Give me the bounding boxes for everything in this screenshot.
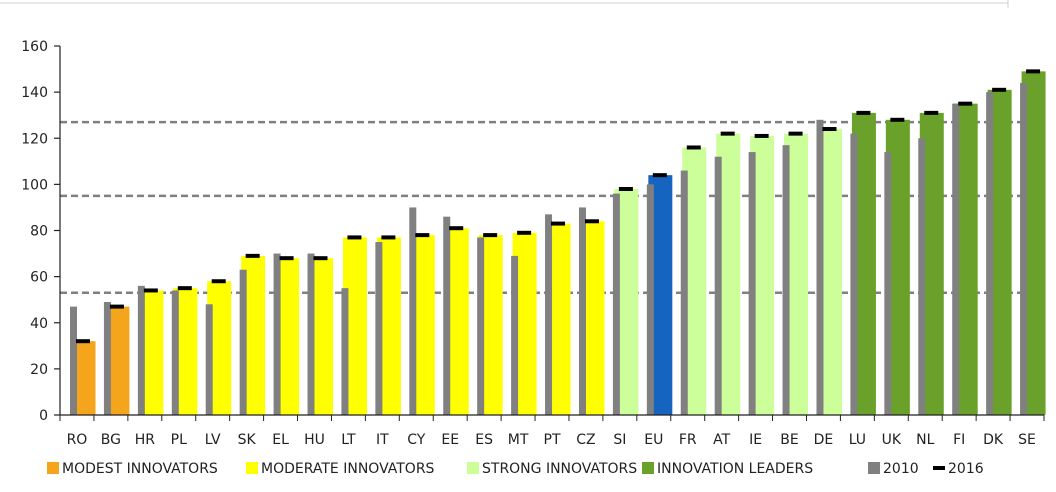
x-tick-label-nl: NL [916,432,934,448]
bar-2010-cz [578,207,586,415]
x-tick-label-pt: PT [544,432,561,448]
y-tick-label-80: 80 [30,224,48,240]
axes: RO BG HR PL LV SK EL HU LT IT CY EE ES MT PT CZ SI EU FR AT… [21,39,1045,448]
x-tick-label-de: DE [814,432,834,448]
bar-2010-si [612,193,620,415]
y-tick-label-20: 20 [30,362,48,378]
x-tick-label-ie: IE [749,432,762,448]
y-tick-label-60: 60 [30,270,48,286]
x-tick-label-it: IT [376,432,389,448]
y-tick-label-160: 160 [21,39,48,55]
x-tick-label-lv: LV [205,432,221,448]
bar-2016-sk [241,255,266,415]
x-tick-label-ro: RO [67,432,88,448]
legend-swatch-moderate [246,462,258,474]
x-tick-label-dk: DK [983,432,1004,448]
x-tick-label-fi: FI [953,432,965,448]
x-tick-label-uk: UK [882,432,902,448]
legend-label-strong: STRONG INNOVATORS [482,461,637,477]
legend-label-y2016: 2016 [948,461,984,477]
bar-2010-hu [307,253,315,415]
x-tick-label-lu: LU [849,432,866,448]
bar-2010-uk [884,152,892,415]
bar-2010-cy [409,207,417,415]
x-tick-label-ee: EE [441,432,459,448]
bar-2010-pt [545,214,553,415]
bar-2010-ee [443,216,451,415]
x-tick-label-eu: EU [644,432,663,448]
bar-2010-ro [70,306,77,415]
y-tick-label-100: 100 [21,177,48,193]
x-tick-label-se: SE [1018,432,1036,448]
bar-2010-fr [680,170,688,415]
bar-2010-de [816,119,824,416]
x-tick-label-pl: PL [171,432,187,448]
y-tick-label-140: 140 [21,85,48,101]
bar-2010-es [477,237,485,415]
bar-2010-eu [646,184,654,415]
legend-swatch-leader [642,462,654,474]
y-tick-label-120: 120 [21,131,48,147]
x-tick-label-cz: CZ [576,432,595,448]
x-tick-label-mt: MT [508,432,529,448]
y-tick-label-0: 0 [39,408,48,424]
bar-2010-sk [239,269,247,415]
x-tick-label-hu: HU [304,432,325,448]
bar-2016-bg [105,306,130,415]
x-tick-label-bg: BG [101,432,121,448]
x-tick-label-hr: HR [135,432,156,448]
bar-2010-it [375,242,383,415]
y-tick-label-40: 40 [30,316,48,332]
legend-label-leader: INNOVATION LEADERS [657,461,813,477]
legend-swatch-strong [467,462,479,474]
legend-swatch-y2010 [868,462,880,474]
bar-2010-el [273,253,281,415]
bar-2010-lv [205,304,213,415]
legend-label-moderate: MODERATE INNOVATORS [261,461,435,477]
x-tick-label-be: BE [780,432,798,448]
bar-2010-fi [952,103,960,415]
bar-2010-lt [341,288,349,415]
bar-2010-bg [103,301,111,415]
x-tick-label-el: EL [272,432,289,448]
bar-2010-at [714,156,722,415]
x-tick-label-cy: CY [407,432,426,448]
bar-2010-hr [137,285,145,415]
bar-2010-nl [918,138,926,415]
bars [70,69,1046,416]
x-tick-label-si: SI [613,432,626,448]
bar-2010-lu [850,133,858,415]
bar-2010-pl [171,290,179,415]
bar-2010-se [1020,82,1028,416]
bar-2010-dk [986,92,994,415]
bar-2010-mt [511,255,519,415]
x-tick-label-at: AT [713,432,730,448]
bar-2010-be [782,145,790,415]
x-tick-label-lt: LT [341,432,356,448]
bar-2010-ie [748,152,756,415]
legend-label-y2010: 2010 [883,461,919,477]
x-tick-label-fr: FR [679,432,697,448]
x-tick-label-es: ES [475,432,493,448]
legend-swatch-modest [47,462,59,474]
x-tick-label-sk: SK [238,432,257,448]
legend: MODEST INNOVATORS MODERATE INNOVATORS STRO… [47,461,984,477]
legend-label-modest: MODEST INNOVATORS [62,461,218,477]
